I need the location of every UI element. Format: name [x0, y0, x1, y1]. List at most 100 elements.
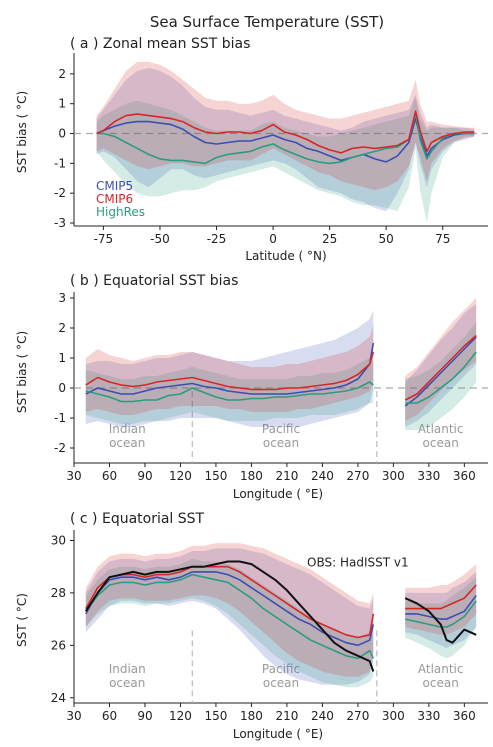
series-line-obs [404, 597, 477, 644]
x-tick-label: 300 [382, 709, 405, 723]
x-tick-label: 270 [346, 709, 369, 723]
series-line-cmip6 [85, 565, 375, 639]
legend-entry-cmip6: CMIP6 [96, 192, 133, 206]
x-tick-label: 240 [311, 469, 334, 483]
series-line-cmip6 [85, 351, 375, 391]
x-tick-label: 210 [275, 469, 298, 483]
x-tick-label: 50 [379, 232, 394, 246]
y-tick-label: 30 [51, 533, 66, 547]
series-line-cmip5 [85, 571, 375, 647]
x-tick-label: 210 [275, 709, 298, 723]
x-tick-label: 150 [204, 469, 227, 483]
x-tick-label: -50 [150, 232, 170, 246]
x-tick-label: -75 [94, 232, 114, 246]
x-tick-label: 300 [382, 469, 405, 483]
spread-band-cmip6 [85, 543, 374, 677]
x-tick-label: 25 [322, 232, 337, 246]
x-tick-label: 30 [66, 469, 81, 483]
panel-title-b: ( b ) Equatorial SST bias [70, 273, 238, 289]
obs-annotation: OBS: HadISST v1 [307, 556, 409, 570]
y-tick-label: -2 [54, 441, 66, 455]
legend-entry-highres: HighRes [96, 205, 145, 219]
plot-area-a: -75 -50 -25 0 25 50 75 -3 -2 -1 0 1 2 CMIP5CMIP6HighR… [54, 53, 488, 246]
x-tick-label: 75 [435, 232, 450, 246]
ocean-region-label: Indian ocean [109, 662, 146, 690]
ocean-region-label: Atlantic ocean [418, 662, 464, 690]
y-tick-label: -3 [54, 216, 66, 230]
y-tick-label: 26 [51, 638, 66, 652]
y-tick-label: -1 [54, 156, 66, 170]
x-tick-label: 60 [102, 709, 117, 723]
series-line-cmip5 [85, 342, 375, 395]
series-line-obs [84, 560, 375, 672]
x-tick-label: 120 [169, 469, 192, 483]
series-line-highres [85, 381, 374, 403]
plot-area-b: 30 60 90 120 150 180 210 240 270 300 330 360 -2 -1 0 1 2… [54, 291, 488, 483]
series-line-cmip5 [404, 336, 477, 407]
ocean-region-label: Indian ocean [109, 422, 146, 450]
series-line-cmip6 [96, 110, 475, 154]
y-tick-label: 3 [58, 291, 66, 305]
x-axis-label-a: Latitude ( °N) [245, 249, 326, 263]
x-tick-label: 330 [417, 709, 440, 723]
series-line-highres [405, 600, 477, 628]
figure-title: Sea Surface Temperature (SST) [150, 13, 384, 31]
x-tick-label: 30 [66, 709, 81, 723]
y-tick-label: 0 [58, 381, 66, 395]
x-axis-label-b: Longitude ( °E) [233, 487, 323, 501]
y-axis-label-c: SST ( °C) [15, 593, 29, 647]
y-tick-label: 28 [51, 586, 66, 600]
spread-band-highres [405, 322, 477, 430]
panel-zonal-mean-sst-bias: ( a ) Zonal mean SST bias -75 -50 -25 0 25 50… [15, 36, 488, 263]
x-tick-label: 150 [204, 709, 227, 723]
spread-band-cmip6 [96, 61, 475, 191]
x-tick-label: 360 [453, 709, 476, 723]
y-tick-label: -1 [54, 411, 66, 425]
spread-band-cmip5 [405, 304, 477, 427]
y-tick-label: 24 [51, 691, 66, 705]
spread-band-highres [85, 558, 374, 688]
series-line-cmip6 [404, 334, 477, 401]
legend-entry-cmip5: CMIP5 [96, 179, 133, 193]
y-axis-label-a: SST bias ( °C) [15, 91, 29, 173]
x-tick-label: 90 [137, 709, 152, 723]
y-tick-label: 2 [58, 321, 66, 335]
series-line-highres [405, 351, 477, 404]
x-axis-label-c: Longitude ( °E) [233, 727, 323, 741]
series-line-cmip5 [405, 595, 477, 620]
x-tick-label: 360 [453, 469, 476, 483]
series-line-highres [85, 573, 375, 660]
x-tick-label: 60 [102, 469, 117, 483]
ocean-region-label: Pacific ocean [262, 662, 300, 690]
x-tick-label: 180 [240, 469, 263, 483]
x-tick-label: 0 [269, 232, 277, 246]
y-tick-label: 1 [58, 97, 66, 111]
y-tick-label: 2 [58, 67, 66, 81]
plot-area-c: 30 60 90 120 150 180 210 240 270 300 330 360 24 26 28 3… [51, 530, 488, 723]
x-tick-label: 90 [137, 469, 152, 483]
x-tick-label: 120 [169, 709, 192, 723]
spread-band-cmip5 [405, 571, 477, 648]
spread-band-highres [96, 97, 475, 223]
y-axis-label-b: SST bias ( °C) [15, 331, 29, 413]
spread-band-cmip5 [85, 310, 374, 427]
spread-band-highres [405, 577, 477, 659]
x-tick-label: -25 [207, 232, 227, 246]
spread-band-cmip6 [405, 564, 477, 635]
panel-equatorial-sst: ( c ) Equatorial SST 30 60 90 120 150 180 210 2… [15, 511, 488, 741]
y-tick-label: 1 [58, 351, 66, 365]
x-tick-label: 270 [346, 469, 369, 483]
series-line-cmip6 [405, 584, 477, 610]
x-tick-label: 330 [417, 469, 440, 483]
y-tick-label: -2 [54, 186, 66, 200]
y-tick-label: 0 [58, 127, 66, 141]
series-line-highres [96, 111, 475, 165]
ocean-region-label: Pacific ocean [262, 422, 300, 450]
x-tick-label: 240 [311, 709, 334, 723]
panel-title-a: ( a ) Zonal mean SST bias [70, 36, 250, 52]
panel-equatorial-sst-bias: ( b ) Equatorial SST bias 30 60 90 120 150 18… [15, 273, 488, 501]
x-tick-label: 180 [240, 709, 263, 723]
panel-title-c: ( c ) Equatorial SST [70, 511, 205, 527]
ocean-region-label: Atlantic ocean [418, 422, 464, 450]
